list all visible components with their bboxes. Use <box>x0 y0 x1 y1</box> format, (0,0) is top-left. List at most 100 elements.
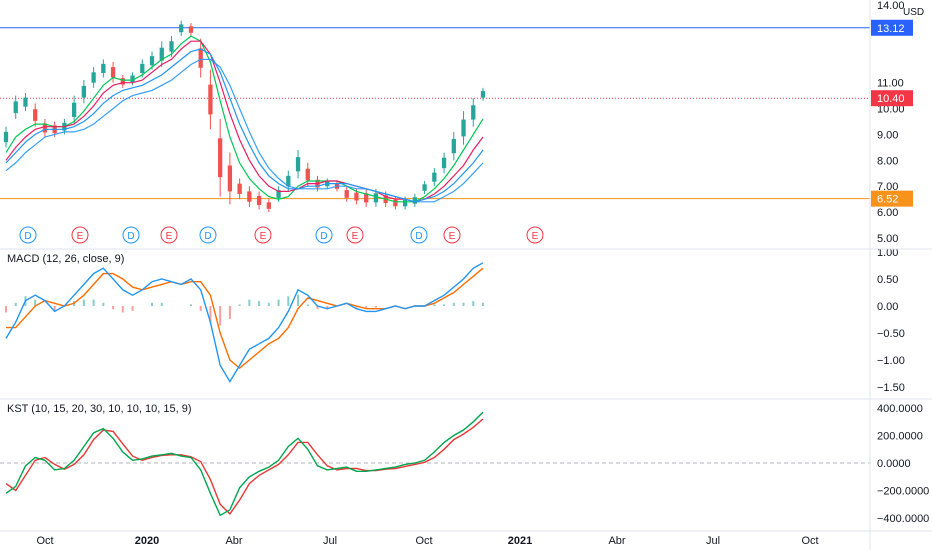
price-y-tick: 9.00 <box>877 129 898 141</box>
price-level-badge <box>871 190 913 207</box>
candle-body <box>110 67 116 78</box>
event-marker-letter: D <box>204 231 211 242</box>
candle-body <box>159 47 164 61</box>
kst-y-tick: −200.0000 <box>877 486 929 498</box>
currency-label[interactable]: USD <box>903 7 924 18</box>
candle-body <box>305 168 310 181</box>
event-marker-circle <box>71 226 89 244</box>
last-price-badge <box>871 90 913 107</box>
candle-body <box>461 119 466 137</box>
candle-body <box>71 102 77 117</box>
kst-indicator-label[interactable]: KST (10, 15, 20, 30, 10, 10, 10, 15, 9) <box>7 403 191 415</box>
candle-body <box>3 131 9 143</box>
macd-signal-line <box>6 267 484 370</box>
candle-body <box>266 202 271 209</box>
candle-body <box>247 191 252 202</box>
event-marker-circle <box>315 226 333 244</box>
price-level-badge-label: 6.52 <box>877 194 898 206</box>
event-marker-circle <box>160 226 178 244</box>
x-axis-tick-label: Oct <box>415 535 432 547</box>
event-marker-letter: D <box>127 231 134 242</box>
earnings-event-marker[interactable]: E <box>254 226 272 244</box>
candle-body <box>373 193 379 203</box>
earnings-event-marker[interactable]: E <box>443 226 461 244</box>
candle-body <box>237 183 242 194</box>
candle-body <box>412 197 418 204</box>
macd-y-tick: 1.00 <box>877 247 898 259</box>
event-marker-letter: E <box>260 231 267 242</box>
kst-y-tick: 400.0000 <box>877 403 923 415</box>
price-y-tick: 14.00 <box>877 0 905 12</box>
event-marker-letter: D <box>320 231 327 242</box>
price-level-badge <box>871 19 913 36</box>
candle-body <box>91 72 96 83</box>
macd-line <box>5 262 484 383</box>
candle-body <box>208 84 213 115</box>
candle-body <box>218 138 223 178</box>
candle-body <box>441 157 447 169</box>
candle-body <box>227 165 233 192</box>
candle-body <box>81 85 87 98</box>
candle-body <box>140 63 145 73</box>
earnings-event-marker[interactable]: E <box>160 226 178 244</box>
x-axis-tick-label: 2020 <box>135 535 159 547</box>
candle-body <box>295 157 301 172</box>
event-marker-circle <box>254 226 272 244</box>
event-marker-letter: E <box>532 231 539 242</box>
price-y-tick: 5.00 <box>877 233 898 245</box>
macd-indicator-label[interactable]: MACD (12, 26, close, 9) <box>7 253 124 265</box>
price-level-badge-label: 13.12 <box>877 23 905 35</box>
moving-average-line <box>5 48 484 203</box>
earnings-event-marker[interactable]: E <box>526 226 544 244</box>
macd-y-tick: −0.50 <box>877 328 905 340</box>
candle-body <box>188 26 194 33</box>
candle-body <box>480 91 486 98</box>
event-marker-circle <box>443 226 461 244</box>
candle-body <box>169 41 174 52</box>
x-axis-tick-label: Jul <box>706 535 720 547</box>
macd-y-tick: 0.50 <box>877 274 898 286</box>
moving-average-line <box>5 35 484 203</box>
kst-panel[interactable]: 400.0000 200.0000 0.0000 −200.0000 −400.0000 <box>0 403 929 525</box>
earnings-event-marker[interactable]: E <box>346 226 364 244</box>
moving-average-line <box>5 58 484 203</box>
macd-y-tick: −1.00 <box>877 355 905 367</box>
candle-body <box>198 48 203 68</box>
kst-y-tick: 200.0000 <box>877 431 923 443</box>
kst-line <box>5 411 484 517</box>
candle-body <box>13 101 18 114</box>
event-marker-letter: E <box>352 231 359 242</box>
event-marker-circle <box>526 226 544 244</box>
dividend-event-marker[interactable]: D <box>410 226 428 244</box>
earnings-event-marker[interactable]: E <box>71 226 89 244</box>
candle-body <box>344 190 349 198</box>
dividend-event-marker[interactable]: D <box>19 226 37 244</box>
event-marker-letter: E <box>449 231 456 242</box>
dividend-event-marker[interactable]: D <box>315 226 333 244</box>
candle-body <box>471 105 476 120</box>
x-axis-tick-label: Oct <box>801 535 818 547</box>
candle-body <box>432 172 437 182</box>
x-axis-tick-label: Oct <box>36 535 53 547</box>
price-y-tick: 8.00 <box>877 155 898 167</box>
dividend-event-marker[interactable]: D <box>122 226 140 244</box>
candle-body <box>179 24 184 33</box>
kst-signal-line <box>5 418 484 515</box>
macd-panel[interactable]: 1.00 0.50 0.00 −0.50 −1.00 −1.50 <box>5 247 905 394</box>
dividend-event-marker[interactable]: D <box>199 226 217 244</box>
candle-body <box>33 109 38 121</box>
event-marker-letter: E <box>77 231 84 242</box>
price-y-tick: 10.00 <box>877 104 905 116</box>
price-panel[interactable]: 14.00 11.00 10.00 9.00 8.00 7.00 6.00 5.00 13.12… <box>0 0 913 245</box>
candle-body <box>286 175 291 187</box>
macd-y-tick: −1.50 <box>877 382 905 394</box>
candle-body <box>23 97 28 107</box>
candle-body <box>364 193 369 203</box>
event-marker-circle <box>19 226 37 244</box>
price-y-tick: 11.00 <box>877 78 904 90</box>
candle-body <box>256 195 262 205</box>
candle-body <box>130 75 135 83</box>
candle-body <box>101 63 106 73</box>
